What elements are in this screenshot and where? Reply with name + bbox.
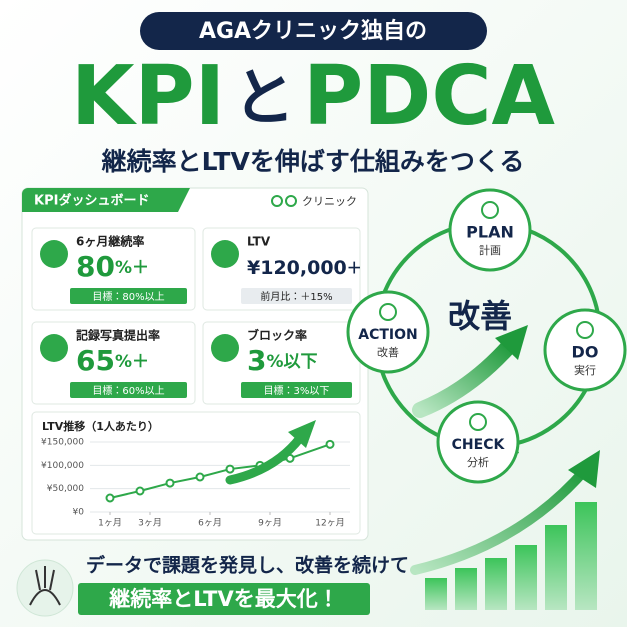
cycle-node — [448, 188, 532, 272]
kpi-number: ¥120,000 — [247, 257, 347, 279]
brand-logo — [285, 195, 297, 207]
x-tick-label: 1ヶ月 — [98, 518, 122, 529]
kpi-number: 65 — [76, 344, 115, 377]
chart-trend-arrow-head — [288, 420, 316, 448]
kpi-unit: %＋ — [115, 352, 149, 372]
main-title: KPI とPDCA — [71, 49, 556, 144]
kpi-value: 65%＋ — [76, 344, 149, 377]
kpi-label: LTV — [247, 235, 271, 249]
center-arrow-head — [495, 325, 528, 360]
chart-trend-arrow — [225, 433, 305, 485]
kpi-note-bar — [241, 382, 352, 398]
y-tick-label: ¥150,000 — [41, 438, 84, 448]
cycle-node — [346, 290, 430, 374]
x-tick-label: 12ヶ月 — [315, 518, 344, 529]
point — [225, 464, 235, 474]
kpi-label: 6ヶ月継続率 — [76, 234, 144, 249]
kpi-icon — [40, 334, 68, 362]
kpi-note-bar — [241, 288, 352, 304]
cycle-node-title: ACTION — [358, 327, 418, 343]
kpi-unit: %以下 — [266, 352, 317, 372]
cycle-node-sub: 計画 — [479, 243, 501, 257]
point — [135, 486, 145, 496]
chart-title: LTV推移（1人あたり） — [42, 419, 159, 433]
kpi-number: 3 — [247, 344, 266, 377]
kpi-value: 3%以下 — [247, 344, 318, 377]
kpi-note: 目標：3%以下 — [264, 384, 330, 397]
brand-logo — [271, 195, 283, 207]
kpi-icon — [40, 240, 68, 268]
kpi-note: 目標：60%以上 — [92, 384, 164, 397]
cycle-node — [543, 308, 627, 392]
cycle-node-sub: 実行 — [574, 364, 596, 377]
dashboard-title: KPIダッシュボード — [34, 193, 149, 209]
kpi-value: 80%＋ — [76, 250, 149, 283]
point — [325, 439, 335, 449]
title-mid: と — [233, 61, 295, 134]
kpi-label: ブロック率 — [247, 328, 307, 343]
cycle-center: 改善 — [448, 297, 512, 335]
badge-text: AGAクリニック独自の — [199, 18, 427, 44]
kpi-unit: ＋ — [347, 259, 362, 277]
y-tick-label: ¥0 — [73, 508, 85, 518]
cycle-node-title: CHECK — [452, 437, 506, 453]
footer-highlight — [78, 583, 370, 615]
kpi-note-bar — [70, 288, 187, 304]
point — [195, 472, 205, 482]
kpi-cards: 6ヶ月継続率80%＋目標：80%以上LTV¥120,000＋前月比：＋15%記録… — [31, 227, 362, 405]
kpi-value: ¥120,000＋ — [247, 257, 362, 279]
kpi-icon — [211, 334, 239, 362]
kpi-note: 目標：80%以上 — [92, 290, 164, 303]
point — [165, 478, 175, 488]
point — [105, 493, 115, 503]
kpi-label: 記録写真提出率 — [76, 328, 160, 343]
kpi-unit: %＋ — [115, 258, 149, 278]
kpi-icon — [211, 240, 239, 268]
kpi-note: 前月比：＋15% — [260, 290, 332, 303]
cycle-node-icon — [576, 321, 594, 339]
kpi-note-bar — [70, 382, 187, 398]
hair-icon-glyph — [29, 566, 61, 606]
brand-name: クリニック — [302, 195, 357, 208]
x-tick-label: 9ヶ月 — [258, 518, 282, 529]
cycle-node — [436, 400, 520, 484]
cycle-node-icon — [469, 413, 487, 431]
cycle-node-title: DO — [572, 343, 599, 362]
cycle-node-icon — [481, 201, 499, 219]
cycle-node-title: PLAN — [466, 223, 514, 242]
center-arrow — [412, 337, 518, 418]
y-tick-label: ¥50,000 — [47, 484, 84, 494]
footer-line1: データで課題を発見し、改善を続けて — [86, 554, 409, 577]
x-tick-label: 6ヶ月 — [198, 518, 222, 529]
growth-bars — [410, 450, 600, 610]
x-tick-label: 3ヶ月 — [138, 518, 162, 529]
subtitle: 継続率とLTVを伸ばす仕組みをつくる — [102, 147, 525, 176]
title-right: PDCA — [303, 49, 555, 144]
y-tick-label: ¥100,000 — [41, 461, 84, 471]
dashboard-tab — [22, 188, 190, 212]
badge — [140, 12, 487, 50]
footer-line2: 継続率とLTVを最大化！ — [108, 587, 338, 611]
title-left: KPI — [71, 49, 225, 144]
cycle-node-sub: 改善 — [377, 345, 399, 359]
cycle-node-sub: 分析 — [467, 455, 489, 469]
kpi-number: 80 — [76, 250, 115, 283]
cycle-node-icon — [379, 303, 397, 321]
